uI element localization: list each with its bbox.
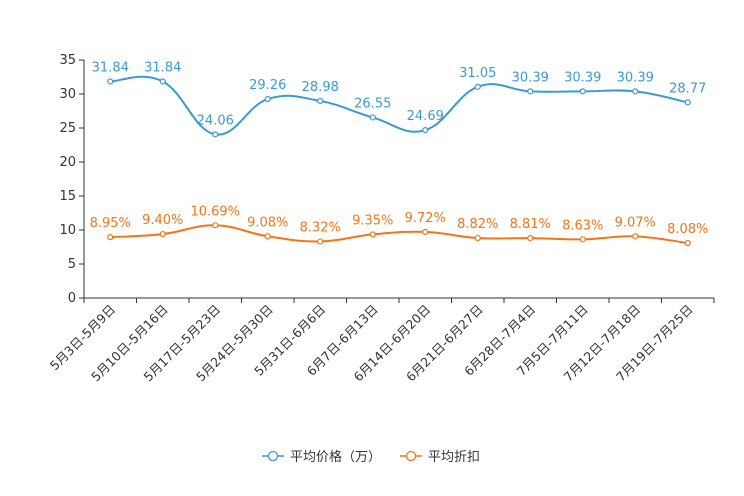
data-point-1 xyxy=(369,231,376,238)
data-point-0 xyxy=(632,88,639,95)
y-tick-label: 15 xyxy=(59,189,76,204)
data-point-0 xyxy=(684,99,691,106)
y-tick-label: 25 xyxy=(59,121,76,136)
data-point-0 xyxy=(264,95,271,103)
data-point-1 xyxy=(579,236,586,243)
data-point-0 xyxy=(159,78,166,85)
data-label-0: 29.26 xyxy=(249,78,286,93)
data-point-1 xyxy=(317,238,324,245)
data-label-0: 30.39 xyxy=(564,70,601,85)
data-label-1: 9.40% xyxy=(142,213,183,228)
data-label-0: 24.06 xyxy=(197,113,234,128)
data-label-0: 31.05 xyxy=(459,66,496,81)
data-label-0: 24.69 xyxy=(407,109,444,124)
data-point-1 xyxy=(264,233,271,240)
data-point-0 xyxy=(422,127,429,134)
y-tick-label: 0 xyxy=(68,291,76,306)
data-point-1 xyxy=(527,234,534,242)
data-point-1 xyxy=(474,234,481,242)
data-point-1 xyxy=(422,228,429,236)
y-tick-label: 20 xyxy=(59,155,76,170)
data-label-0: 31.84 xyxy=(144,60,181,75)
data-point-0 xyxy=(212,131,219,138)
data-label-0: 28.98 xyxy=(302,80,339,95)
legend-label-1: 平均折扣 xyxy=(428,450,480,465)
y-tick-label: 30 xyxy=(59,87,76,102)
y-tick-label: 5 xyxy=(68,257,76,272)
data-point-0 xyxy=(107,78,114,85)
data-label-1: 9.07% xyxy=(615,215,656,230)
data-point-0 xyxy=(527,88,534,95)
data-label-1: 10.69% xyxy=(190,204,240,219)
y-tick-label: 10 xyxy=(59,223,76,238)
data-label-1: 8.95% xyxy=(90,216,131,231)
data-label-1: 9.72% xyxy=(405,211,446,226)
data-label-0: 30.39 xyxy=(512,70,549,85)
legend-marker-0 xyxy=(267,450,279,462)
data-point-1 xyxy=(107,234,114,241)
series-line-1 xyxy=(110,224,688,245)
data-point-0 xyxy=(369,114,376,121)
data-label-0: 30.39 xyxy=(617,70,654,85)
data-point-1 xyxy=(212,222,219,229)
legend-label-0: 平均价格（万） xyxy=(290,449,381,465)
data-point-1 xyxy=(632,233,639,240)
data-label-1: 9.08% xyxy=(247,215,288,230)
y-tick-label: 35 xyxy=(59,53,76,68)
data-label-1: 9.35% xyxy=(352,213,393,228)
data-label-1: 8.32% xyxy=(300,220,341,235)
data-point-0 xyxy=(579,88,586,95)
data-label-0: 26.55 xyxy=(354,96,391,111)
data-point-1 xyxy=(159,230,166,238)
legend-marker-1 xyxy=(405,450,417,462)
data-label-1: 8.63% xyxy=(562,218,603,233)
data-label-1: 8.08% xyxy=(667,222,708,237)
data-label-1: 8.82% xyxy=(457,217,498,232)
data-label-0: 28.77 xyxy=(669,81,706,96)
data-label-0: 31.84 xyxy=(92,60,129,75)
data-point-0 xyxy=(317,97,324,105)
data-point-0 xyxy=(474,83,481,90)
data-label-1: 8.81% xyxy=(510,217,551,232)
data-point-1 xyxy=(684,239,691,247)
